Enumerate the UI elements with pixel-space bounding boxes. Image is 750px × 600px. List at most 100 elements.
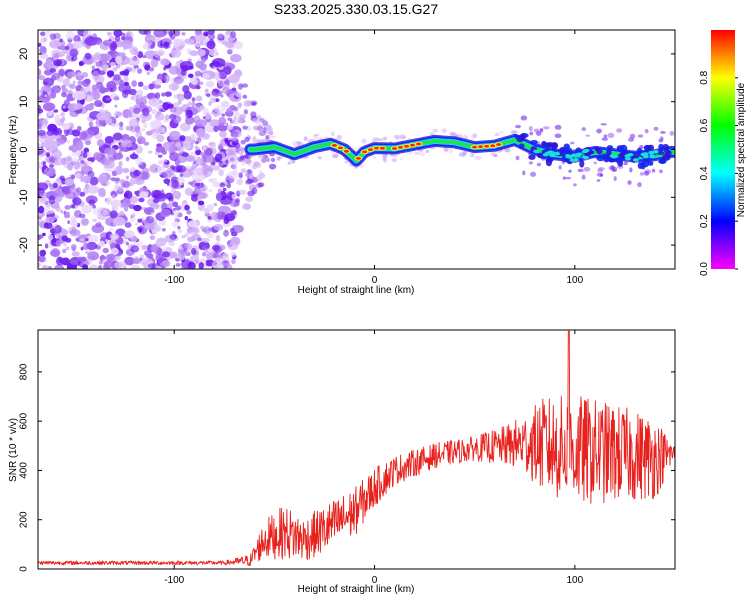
scatter-blob <box>659 169 663 174</box>
noise-blob <box>93 100 103 108</box>
scatter-blob <box>643 171 650 176</box>
x-tick-label: -100 <box>164 575 184 586</box>
noise-blob <box>115 165 123 175</box>
noise-blob <box>70 259 79 266</box>
y-tick-label: 10 <box>18 96 30 108</box>
noise-blob <box>163 178 171 185</box>
colorbar-tick-label: 0.0 <box>699 262 710 276</box>
noise-blob <box>207 170 213 175</box>
scatter-blob <box>257 153 265 159</box>
noise-blob <box>113 30 123 37</box>
ridge-peak-red <box>490 144 496 148</box>
colorbar-tick-label: 0.6 <box>699 118 710 132</box>
noise-blob <box>144 34 155 44</box>
noise-blob <box>89 102 95 107</box>
noise-blob <box>143 122 148 129</box>
noise-blob <box>193 169 197 174</box>
scatter-blob <box>539 128 544 132</box>
noise-blob <box>194 119 207 128</box>
noise-blob <box>109 87 114 92</box>
colorbar-tick-label: 0.2 <box>699 214 710 228</box>
noise-blob <box>230 53 242 63</box>
noise-blob <box>112 216 126 226</box>
noise-blob <box>93 54 101 61</box>
noise-blob <box>150 128 155 134</box>
noise-blob <box>221 100 230 108</box>
noise-blob <box>172 207 176 212</box>
noise-blob <box>105 197 113 205</box>
noise-blob <box>174 217 180 222</box>
noise-blob <box>210 97 217 103</box>
transition-blob <box>256 114 262 120</box>
noise-blob <box>192 173 205 183</box>
noise-blob <box>124 69 130 75</box>
noise-blob <box>186 210 192 215</box>
noise-blob <box>213 144 217 149</box>
transition-blob <box>245 178 254 185</box>
ridge-noise-blob <box>658 159 667 164</box>
noise-blob <box>105 97 111 101</box>
scatter-blob <box>336 134 342 140</box>
noise-blob <box>154 112 165 121</box>
noise-blob <box>172 190 182 199</box>
ridge-band-green <box>248 138 675 163</box>
y-tick-label: 0 <box>19 566 30 572</box>
scatter-blob <box>529 131 534 136</box>
ridge-cyan-patch <box>547 150 554 154</box>
noise-blob <box>43 30 52 38</box>
scatter-blob <box>528 125 533 132</box>
ridge-noise-blob <box>664 148 670 155</box>
ridge-peak-red <box>379 146 386 150</box>
noise-blob <box>171 179 179 189</box>
noise-blob <box>129 153 139 160</box>
noise-blob <box>71 204 76 209</box>
noise-blob <box>215 235 221 241</box>
scatter-blob <box>470 152 475 158</box>
noise-blob <box>226 125 234 131</box>
scatter-blob <box>252 139 259 144</box>
noise-blob <box>117 186 124 192</box>
noise-blob <box>156 134 165 143</box>
noise-blob <box>230 31 237 38</box>
noise-blob <box>122 167 129 174</box>
noise-blob <box>229 123 232 127</box>
noise-blob <box>88 199 96 206</box>
noise-blob <box>150 211 154 216</box>
noise-blob <box>120 199 124 204</box>
noise-blob <box>114 261 122 269</box>
noise-blob <box>181 32 186 36</box>
noise-blob <box>226 208 232 215</box>
transition-blob <box>245 196 254 203</box>
noise-blob <box>160 58 170 66</box>
scatter-blob <box>317 156 322 160</box>
ridge-peak-red <box>484 144 490 148</box>
noise-blob <box>185 251 191 257</box>
noise-blob <box>38 124 43 130</box>
scatter-blob <box>263 157 269 160</box>
noise-blob <box>50 90 57 99</box>
noise-blob <box>52 182 58 189</box>
noise-blob <box>195 149 202 156</box>
noise-blob <box>170 49 182 58</box>
noise-blob <box>138 197 145 203</box>
noise-blob <box>161 260 171 268</box>
transition-blob <box>234 91 242 97</box>
noise-blob <box>133 107 141 114</box>
noise-blob <box>184 232 190 237</box>
noise-blob <box>61 258 67 264</box>
noise-blob <box>66 71 73 80</box>
noise-blob <box>38 42 42 47</box>
transition-blob <box>243 109 248 115</box>
scatter-blob <box>600 123 607 126</box>
noise-blob <box>195 42 201 48</box>
noise-blob <box>119 79 125 87</box>
noise-blob <box>179 60 194 71</box>
noise-blob <box>82 264 89 269</box>
noise-blob <box>38 234 42 241</box>
scatter-blob <box>596 128 602 134</box>
ridge-cyan-patch <box>625 156 632 161</box>
noise-blob <box>164 114 170 121</box>
noise-blob <box>100 159 106 165</box>
colorbar-scale <box>711 30 735 269</box>
noise-blob <box>157 265 162 269</box>
